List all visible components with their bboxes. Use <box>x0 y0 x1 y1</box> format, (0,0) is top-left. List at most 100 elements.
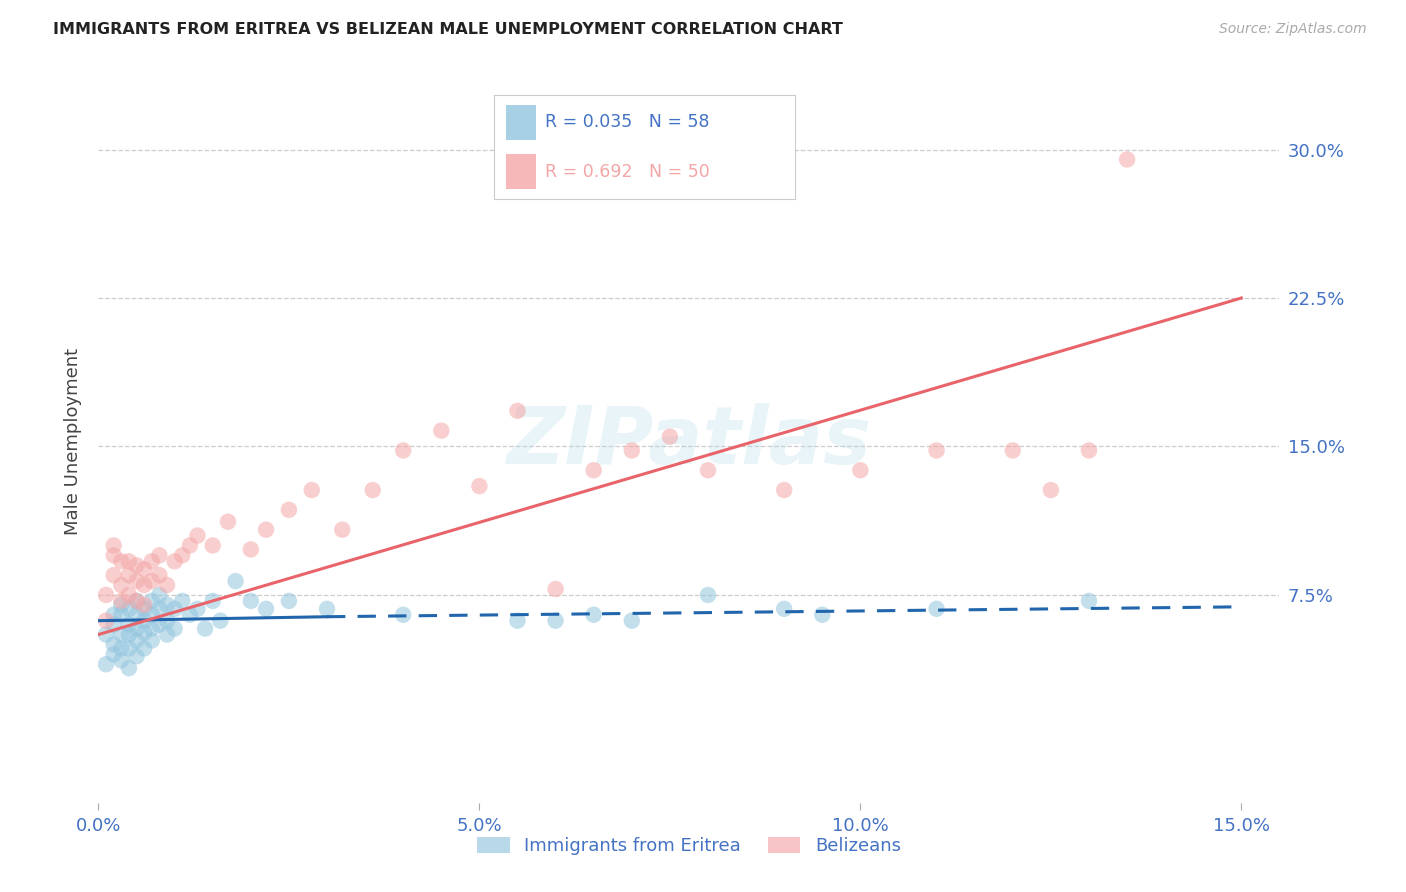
Point <box>163 602 186 616</box>
Point <box>125 633 148 648</box>
Point <box>773 483 796 497</box>
Point <box>1116 153 1139 167</box>
Point <box>179 539 201 553</box>
Point <box>103 648 125 662</box>
Point <box>254 523 277 537</box>
Point <box>141 594 163 608</box>
Point <box>582 463 605 477</box>
Point <box>301 483 323 497</box>
Point <box>430 424 453 438</box>
Point <box>172 594 194 608</box>
Legend: Immigrants from Eritrea, Belizeans: Immigrants from Eritrea, Belizeans <box>470 830 908 863</box>
Point <box>103 607 125 622</box>
Y-axis label: Male Unemployment: Male Unemployment <box>63 348 82 535</box>
Point <box>277 594 299 608</box>
Point <box>118 617 141 632</box>
Point <box>134 562 156 576</box>
Point <box>94 588 117 602</box>
Point <box>582 607 605 622</box>
Point <box>163 622 186 636</box>
Point <box>254 602 277 616</box>
Point <box>110 598 132 612</box>
Point <box>103 637 125 651</box>
Point <box>103 568 125 582</box>
Point <box>125 649 148 664</box>
Point <box>134 614 156 628</box>
Point <box>186 528 208 542</box>
Point <box>148 568 170 582</box>
Point <box>849 463 872 477</box>
Point <box>148 617 170 632</box>
Point <box>1078 594 1101 608</box>
Point <box>163 554 186 568</box>
Point <box>134 641 156 656</box>
Point <box>330 523 353 537</box>
Point <box>141 622 163 636</box>
Point <box>110 578 132 592</box>
Point <box>697 463 720 477</box>
Point <box>697 588 720 602</box>
Point <box>134 625 156 640</box>
Point <box>125 607 148 622</box>
Point <box>118 602 141 616</box>
Point <box>110 627 132 641</box>
Point <box>125 594 148 608</box>
Point <box>110 594 132 608</box>
Point <box>156 614 179 628</box>
Point <box>103 539 125 553</box>
Point <box>110 607 132 622</box>
Point <box>1078 443 1101 458</box>
Point <box>94 657 117 672</box>
Point <box>239 594 262 608</box>
Text: Source: ZipAtlas.com: Source: ZipAtlas.com <box>1219 22 1367 37</box>
Point <box>94 627 117 641</box>
Point <box>225 574 247 588</box>
Point <box>925 443 948 458</box>
Point <box>156 627 179 641</box>
Point <box>118 588 141 602</box>
Point <box>361 483 384 497</box>
Point <box>141 633 163 648</box>
Point <box>1001 443 1024 458</box>
Point <box>392 607 415 622</box>
Point <box>506 404 529 418</box>
Point <box>1039 483 1062 497</box>
Point <box>134 602 156 616</box>
Point <box>125 594 148 608</box>
Point <box>179 607 201 622</box>
Point <box>148 602 170 616</box>
Point <box>194 622 217 636</box>
Point <box>110 641 132 656</box>
Point <box>134 578 156 592</box>
Point <box>125 558 148 573</box>
Text: IMMIGRANTS FROM ERITREA VS BELIZEAN MALE UNEMPLOYMENT CORRELATION CHART: IMMIGRANTS FROM ERITREA VS BELIZEAN MALE… <box>53 22 844 37</box>
Point <box>94 614 117 628</box>
Point <box>201 594 224 608</box>
Point <box>239 542 262 557</box>
Point <box>125 574 148 588</box>
Point <box>811 607 834 622</box>
Point <box>141 607 163 622</box>
Text: ZIPatlas: ZIPatlas <box>506 402 872 481</box>
Point <box>544 614 567 628</box>
Point <box>118 641 141 656</box>
Point <box>103 617 125 632</box>
Point <box>392 443 415 458</box>
Point <box>156 578 179 592</box>
Point <box>156 598 179 612</box>
Point <box>544 582 567 596</box>
Point <box>118 627 141 641</box>
Point <box>125 622 148 636</box>
Point <box>141 554 163 568</box>
Point <box>620 443 643 458</box>
Point <box>103 549 125 563</box>
Point <box>118 661 141 675</box>
Point <box>148 588 170 602</box>
Point <box>209 614 232 628</box>
Point <box>277 503 299 517</box>
Point <box>468 479 491 493</box>
Point <box>925 602 948 616</box>
Point <box>201 539 224 553</box>
Point <box>658 429 681 443</box>
Point <box>316 602 339 616</box>
